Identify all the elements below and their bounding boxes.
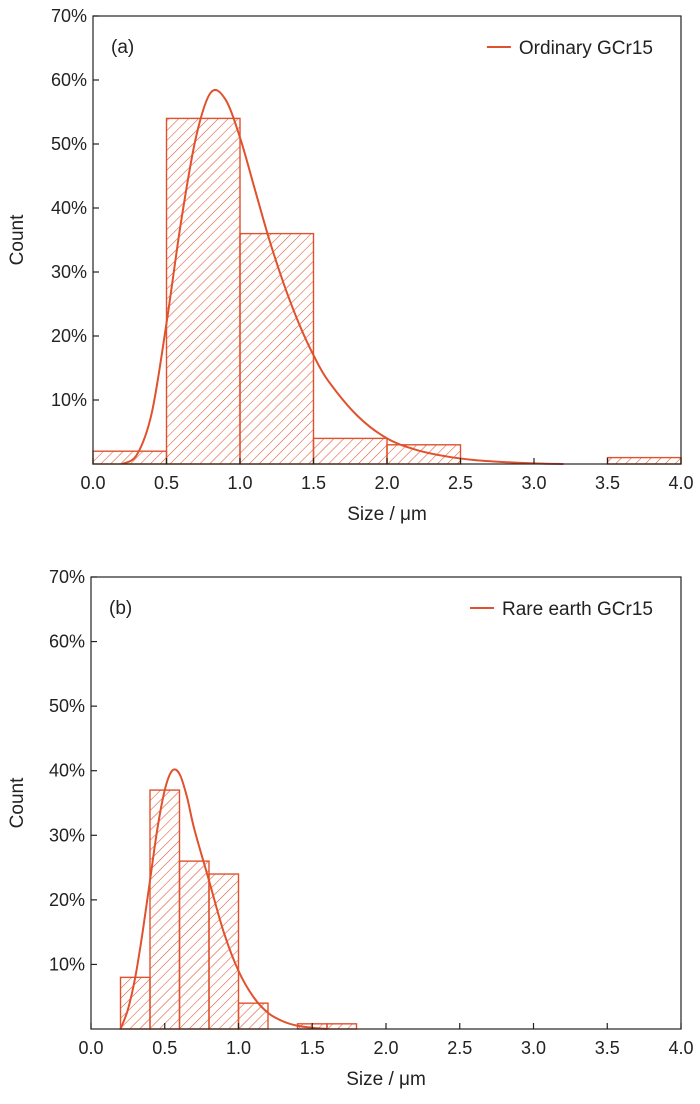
panel-label-b: (b) xyxy=(109,598,132,619)
x-tick-label: 1.5 xyxy=(301,473,326,493)
x-tick-label: 1.0 xyxy=(227,473,252,493)
x-tick-label: 2.0 xyxy=(374,473,399,493)
y-tick-label: 10% xyxy=(51,390,87,410)
x-tick-label: 2.5 xyxy=(447,1038,472,1058)
y-tick-label: 60% xyxy=(49,632,85,652)
x-tick-label: 3.0 xyxy=(521,1038,546,1058)
legend-label-a: Ordinary GCr15 xyxy=(519,38,653,59)
histogram-bar xyxy=(119,976,151,1030)
histogram-bar xyxy=(386,444,462,465)
y-tick-label: 40% xyxy=(49,761,85,781)
histogram-bar xyxy=(312,437,388,465)
histogram-bar xyxy=(178,860,210,1030)
y-tick-label: 10% xyxy=(49,954,85,974)
chart-panel-a: 0.0 0.5 1.0 1.5 2.0 2.5 3.0 3.5 4.0 10% 20% 30% 40% 5… xyxy=(7,6,694,525)
legend-a: Ordinary GCr15 xyxy=(486,38,653,59)
histogram-bar xyxy=(165,117,241,465)
x-tick-label: 1.5 xyxy=(300,1038,325,1058)
ticks-a: 0.0 0.5 1.0 1.5 2.0 2.5 3.0 3.5 4.0 10% 20% 30% 40% 5… xyxy=(51,6,694,493)
y-tick-label: 50% xyxy=(51,134,87,154)
y-tick-label: 70% xyxy=(51,6,87,26)
y-tick-label: 20% xyxy=(49,890,85,910)
y-tick-label: 60% xyxy=(51,70,87,90)
x-tick-label: 4.0 xyxy=(668,1038,693,1058)
x-axis-label-b: Size / μm xyxy=(346,1069,426,1090)
y-axis-label-a: Count xyxy=(7,214,28,265)
y-axis-label-b: Count xyxy=(7,777,28,828)
y-tick-label: 70% xyxy=(49,567,85,587)
histogram-bar xyxy=(149,789,181,1030)
fit-curve-a xyxy=(121,89,564,465)
y-tick-label: 50% xyxy=(49,696,85,716)
x-tick-label: 3.0 xyxy=(521,473,546,493)
y-tick-label: 30% xyxy=(49,825,85,845)
y-tick-label: 30% xyxy=(51,262,87,282)
legend-b: Rare earth GCr15 xyxy=(469,599,653,620)
fit-curve-b xyxy=(119,768,328,1030)
x-tick-label: 3.5 xyxy=(595,1038,620,1058)
histogram-bar xyxy=(239,232,315,465)
x-tick-label: 4.0 xyxy=(668,473,693,493)
x-tick-label: 0.0 xyxy=(80,473,105,493)
histogram-bar xyxy=(208,873,240,1030)
y-tick-label: 40% xyxy=(51,198,87,218)
x-tick-label: 2.5 xyxy=(448,473,473,493)
panel-label-a: (a) xyxy=(111,37,134,58)
x-tick-label: 1.0 xyxy=(226,1038,251,1058)
histogram-bars-b xyxy=(119,789,358,1030)
histogram-bar xyxy=(606,456,682,465)
histogram-bar xyxy=(326,1023,358,1030)
x-axis-label-a: Size / μm xyxy=(347,504,427,525)
legend-label-b: Rare earth GCr15 xyxy=(502,599,653,620)
x-tick-label: 2.0 xyxy=(373,1038,398,1058)
histogram-bars-a xyxy=(92,117,682,465)
x-tick-label: 3.5 xyxy=(595,473,620,493)
x-tick-label: 0.5 xyxy=(152,1038,177,1058)
x-tick-label: 0.0 xyxy=(78,1038,103,1058)
ticks-b: 0.0 0.5 1.0 1.5 2.0 2.5 3.0 3.5 4.0 10% 20% 30% 40% 5… xyxy=(49,567,694,1058)
x-tick-label: 0.5 xyxy=(154,473,179,493)
histogram-bar xyxy=(237,1002,269,1030)
chart-panel-b: 0.0 0.5 1.0 1.5 2.0 2.5 3.0 3.5 4.0 10% 20% 30% 40% 5… xyxy=(7,567,694,1090)
y-tick-label: 20% xyxy=(51,326,87,346)
